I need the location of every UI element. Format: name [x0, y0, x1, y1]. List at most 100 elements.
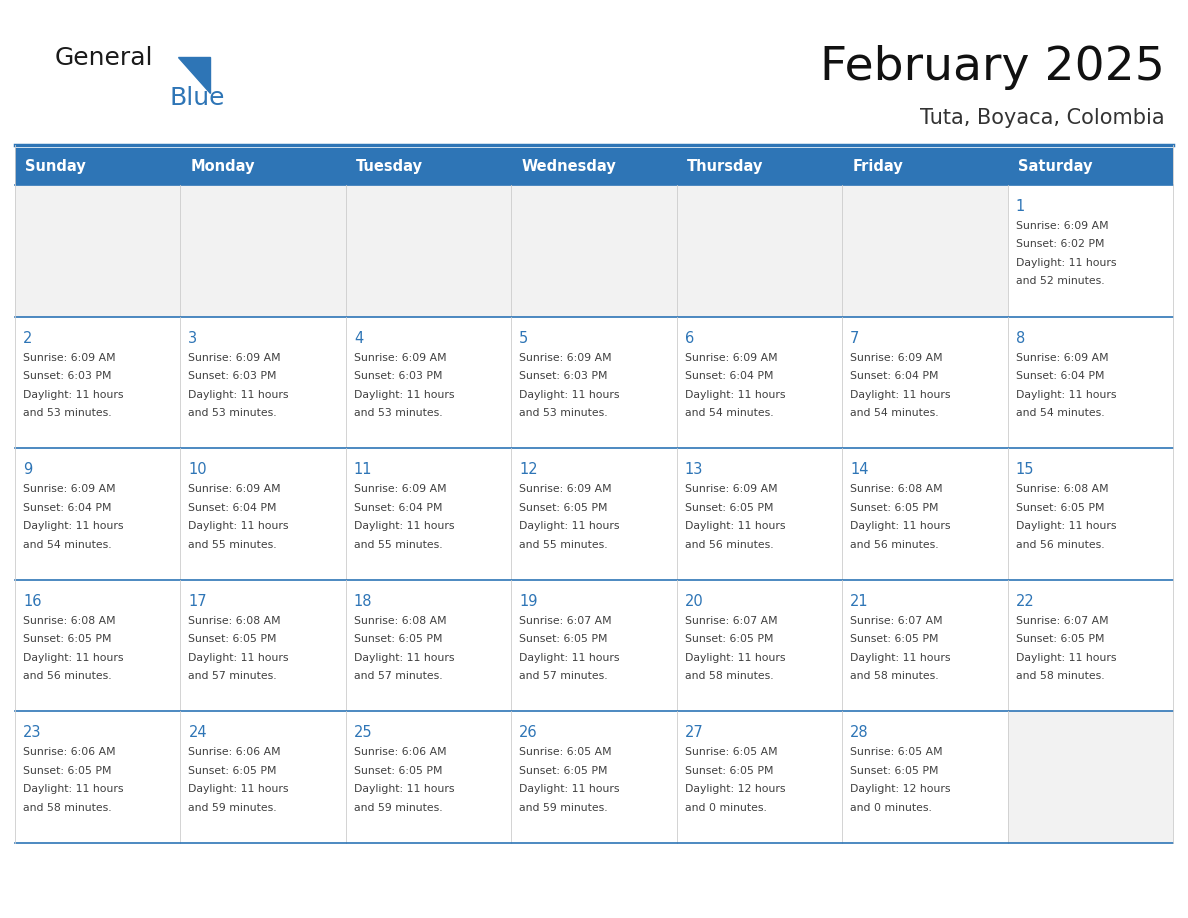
Text: Daylight: 11 hours: Daylight: 11 hours — [519, 521, 620, 532]
Bar — [181, 711, 346, 843]
Text: and 0 minutes.: and 0 minutes. — [851, 803, 933, 813]
Text: and 57 minutes.: and 57 minutes. — [189, 671, 277, 681]
Text: Sunrise: 6:09 AM: Sunrise: 6:09 AM — [23, 484, 115, 494]
Text: 24: 24 — [189, 725, 207, 741]
Text: and 56 minutes.: and 56 minutes. — [1016, 540, 1104, 550]
Text: Sunrise: 6:09 AM: Sunrise: 6:09 AM — [519, 484, 612, 494]
Bar — [842, 711, 1007, 843]
Bar — [15, 711, 181, 843]
Text: 12: 12 — [519, 462, 538, 477]
Text: Sunrise: 6:07 AM: Sunrise: 6:07 AM — [1016, 616, 1108, 626]
Bar — [1007, 580, 1173, 711]
Text: and 58 minutes.: and 58 minutes. — [23, 803, 112, 813]
Text: Sunrise: 6:09 AM: Sunrise: 6:09 AM — [23, 353, 115, 363]
Bar — [511, 711, 677, 843]
Text: and 58 minutes.: and 58 minutes. — [851, 671, 939, 681]
Text: Sunset: 6:04 PM: Sunset: 6:04 PM — [684, 371, 773, 381]
Text: and 59 minutes.: and 59 minutes. — [189, 803, 277, 813]
Text: and 55 minutes.: and 55 minutes. — [519, 540, 608, 550]
Text: Sunset: 6:05 PM: Sunset: 6:05 PM — [189, 766, 277, 776]
Text: Daylight: 11 hours: Daylight: 11 hours — [684, 653, 785, 663]
Text: Sunset: 6:05 PM: Sunset: 6:05 PM — [1016, 634, 1104, 644]
Text: and 53 minutes.: and 53 minutes. — [354, 409, 442, 418]
Polygon shape — [178, 57, 210, 93]
Bar — [842, 317, 1007, 448]
Text: Sunset: 6:05 PM: Sunset: 6:05 PM — [851, 766, 939, 776]
Text: Sunset: 6:04 PM: Sunset: 6:04 PM — [354, 503, 442, 512]
Text: Sunrise: 6:09 AM: Sunrise: 6:09 AM — [684, 484, 777, 494]
Bar — [181, 448, 346, 580]
Text: and 59 minutes.: and 59 minutes. — [354, 803, 442, 813]
Text: Daylight: 11 hours: Daylight: 11 hours — [1016, 258, 1116, 268]
Bar — [346, 580, 511, 711]
Text: 15: 15 — [1016, 462, 1034, 477]
Bar — [511, 580, 677, 711]
Bar — [181, 580, 346, 711]
Text: and 56 minutes.: and 56 minutes. — [851, 540, 939, 550]
Text: Daylight: 11 hours: Daylight: 11 hours — [1016, 389, 1116, 399]
Text: Daylight: 11 hours: Daylight: 11 hours — [354, 521, 454, 532]
Text: Sunset: 6:05 PM: Sunset: 6:05 PM — [519, 503, 608, 512]
Text: and 53 minutes.: and 53 minutes. — [23, 409, 112, 418]
Text: Sunrise: 6:09 AM: Sunrise: 6:09 AM — [189, 484, 282, 494]
Text: Daylight: 11 hours: Daylight: 11 hours — [519, 653, 620, 663]
Text: Thursday: Thursday — [687, 159, 763, 174]
Text: and 52 minutes.: and 52 minutes. — [1016, 276, 1104, 286]
Bar — [15, 148, 1173, 185]
Text: and 53 minutes.: and 53 minutes. — [519, 409, 608, 418]
Text: General: General — [55, 46, 153, 70]
Text: Sunset: 6:05 PM: Sunset: 6:05 PM — [684, 503, 773, 512]
Text: Blue: Blue — [170, 86, 226, 110]
Text: and 56 minutes.: and 56 minutes. — [23, 671, 112, 681]
Text: Daylight: 11 hours: Daylight: 11 hours — [189, 784, 289, 794]
Bar — [511, 185, 677, 317]
Text: Sunrise: 6:09 AM: Sunrise: 6:09 AM — [519, 353, 612, 363]
Bar — [511, 317, 677, 448]
Bar — [1007, 711, 1173, 843]
Bar — [677, 448, 842, 580]
Text: Sunrise: 6:09 AM: Sunrise: 6:09 AM — [1016, 353, 1108, 363]
Text: and 53 minutes.: and 53 minutes. — [189, 409, 277, 418]
Text: 19: 19 — [519, 594, 538, 609]
Text: Daylight: 11 hours: Daylight: 11 hours — [23, 653, 124, 663]
Bar — [677, 317, 842, 448]
Text: Sunset: 6:03 PM: Sunset: 6:03 PM — [23, 371, 112, 381]
Text: and 0 minutes.: and 0 minutes. — [684, 803, 766, 813]
Text: Daylight: 11 hours: Daylight: 11 hours — [684, 521, 785, 532]
Text: Sunrise: 6:09 AM: Sunrise: 6:09 AM — [684, 353, 777, 363]
Text: Sunrise: 6:08 AM: Sunrise: 6:08 AM — [23, 616, 115, 626]
Bar — [181, 317, 346, 448]
Text: Sunrise: 6:09 AM: Sunrise: 6:09 AM — [354, 484, 447, 494]
Text: 4: 4 — [354, 330, 364, 345]
Bar — [1007, 185, 1173, 317]
Text: 27: 27 — [684, 725, 703, 741]
Text: 7: 7 — [851, 330, 859, 345]
Text: 26: 26 — [519, 725, 538, 741]
Text: and 54 minutes.: and 54 minutes. — [23, 540, 112, 550]
Text: Friday: Friday — [852, 159, 903, 174]
Text: and 55 minutes.: and 55 minutes. — [189, 540, 277, 550]
Bar — [677, 580, 842, 711]
Text: 10: 10 — [189, 462, 207, 477]
Text: Sunrise: 6:07 AM: Sunrise: 6:07 AM — [519, 616, 612, 626]
Bar — [15, 317, 181, 448]
Text: Daylight: 11 hours: Daylight: 11 hours — [851, 653, 950, 663]
Text: Sunset: 6:05 PM: Sunset: 6:05 PM — [519, 766, 608, 776]
Text: Sunset: 6:03 PM: Sunset: 6:03 PM — [189, 371, 277, 381]
Text: 25: 25 — [354, 725, 373, 741]
Text: Sunrise: 6:08 AM: Sunrise: 6:08 AM — [354, 616, 447, 626]
Bar — [842, 580, 1007, 711]
Text: Sunrise: 6:07 AM: Sunrise: 6:07 AM — [851, 616, 943, 626]
Text: 5: 5 — [519, 330, 529, 345]
Text: Daylight: 11 hours: Daylight: 11 hours — [354, 389, 454, 399]
Text: Daylight: 11 hours: Daylight: 11 hours — [851, 521, 950, 532]
Text: Daylight: 11 hours: Daylight: 11 hours — [23, 389, 124, 399]
Text: Sunrise: 6:06 AM: Sunrise: 6:06 AM — [23, 747, 115, 757]
Text: Sunrise: 6:05 AM: Sunrise: 6:05 AM — [519, 747, 612, 757]
Bar — [511, 448, 677, 580]
Text: 8: 8 — [1016, 330, 1025, 345]
Text: Sunset: 6:03 PM: Sunset: 6:03 PM — [519, 371, 608, 381]
Text: Sunset: 6:04 PM: Sunset: 6:04 PM — [23, 503, 112, 512]
Text: 2: 2 — [23, 330, 32, 345]
Text: Sunrise: 6:09 AM: Sunrise: 6:09 AM — [354, 353, 447, 363]
